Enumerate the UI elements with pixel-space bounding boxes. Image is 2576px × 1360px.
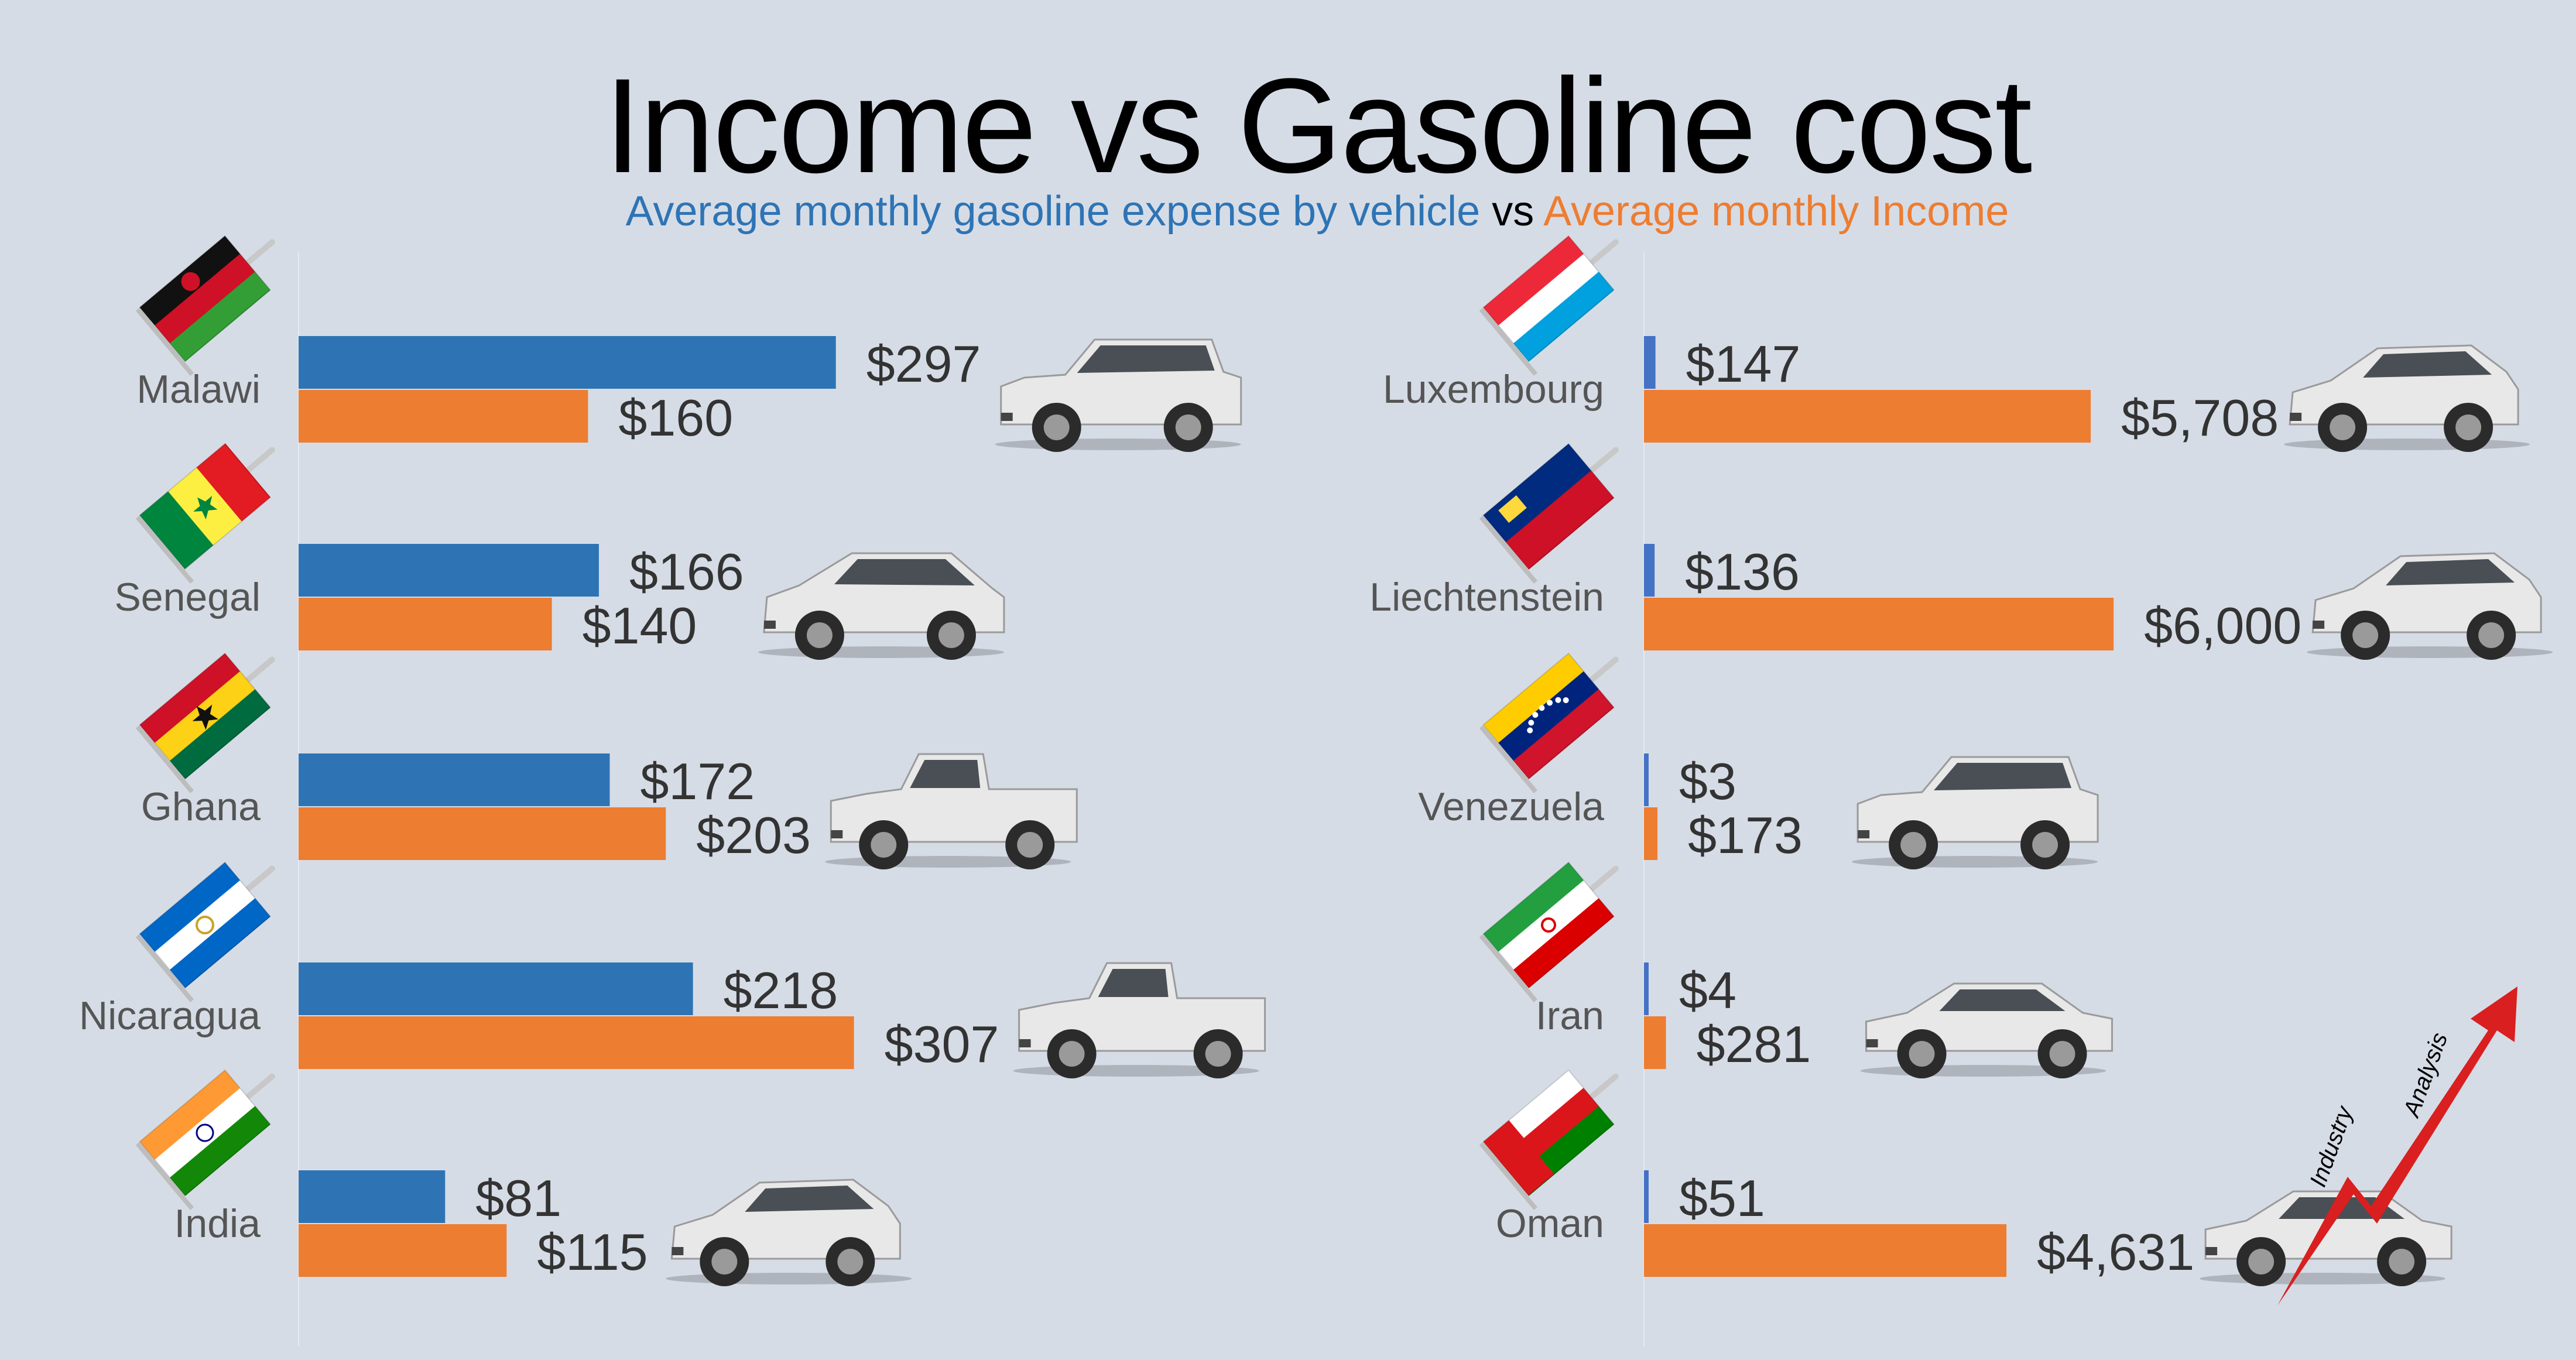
data-label-income: $115 <box>537 1223 648 1281</box>
liechtenstein-flag <box>1479 443 1619 584</box>
flag-pole <box>244 239 275 266</box>
data-label-gasoline: $136 <box>1685 543 1800 601</box>
flag-pole <box>244 447 275 474</box>
category-label: Oman <box>1496 1201 1604 1246</box>
iran-flag <box>1479 861 1619 1002</box>
bar-income <box>299 598 552 650</box>
flag-pole <box>244 656 275 683</box>
bar-gasoline <box>1644 544 1655 597</box>
flag-pole <box>1588 239 1619 266</box>
flag-pole <box>1588 447 1619 474</box>
vehicle-hatchback <box>2284 344 2530 452</box>
bar-income <box>1644 807 1658 860</box>
data-label-income: $203 <box>696 806 811 864</box>
senegal-flag <box>135 443 275 584</box>
data-label-gasoline: $147 <box>1686 335 1801 393</box>
data-label-gasoline: $51 <box>1679 1169 1765 1227</box>
category-label: Ghana <box>141 785 261 829</box>
flag-pole <box>1588 1073 1619 1100</box>
subtitle-gasoline: Average monthly gasoline expense by vehi… <box>625 188 1481 235</box>
category-label: India <box>174 1201 261 1246</box>
data-label-income: $6,000 <box>2144 597 2301 655</box>
category-label: Iran <box>1536 994 1604 1038</box>
vehicle-sedan <box>1860 982 2113 1078</box>
india-flag <box>135 1069 275 1210</box>
vehicle-sedan <box>2200 1190 2452 1286</box>
luxembourg-flag <box>1479 235 1619 376</box>
bar-gasoline <box>299 962 693 1015</box>
flag-pole <box>244 1073 275 1100</box>
data-label-income: $173 <box>1688 806 1803 864</box>
data-label-income: $140 <box>583 597 697 655</box>
bar-income <box>299 1016 854 1069</box>
data-label-income: $4,631 <box>2037 1223 2194 1281</box>
chart-title: Income vs Gasoline cost <box>604 50 2033 201</box>
vehicle-crossover <box>758 552 1005 660</box>
flag-pole <box>1588 656 1619 683</box>
brand-word-industry: Industry <box>2305 1102 2358 1191</box>
subtitle-vs: vs <box>1492 188 1534 235</box>
category-label: Malawi <box>136 367 261 412</box>
bar-income <box>299 807 666 860</box>
bar-income <box>299 1224 507 1277</box>
data-label-gasoline: $4 <box>1679 961 1736 1019</box>
data-label-gasoline: $81 <box>475 1169 561 1227</box>
malawi-flag <box>135 235 275 376</box>
bar-gasoline <box>299 753 610 806</box>
data-label-gasoline: $172 <box>640 752 755 810</box>
vehicle-suv <box>995 338 1242 452</box>
data-label-gasoline: $297 <box>866 335 981 393</box>
flag-pole <box>244 865 275 892</box>
bar-gasoline <box>1644 336 1656 389</box>
ghana-flag <box>135 652 275 793</box>
bar-gasoline <box>299 544 599 597</box>
bar-income <box>1644 1224 2007 1277</box>
bar-gasoline <box>1644 753 1649 806</box>
bar-income <box>299 390 588 443</box>
data-label-income: $5,708 <box>2121 389 2279 447</box>
data-label-gasoline: $3 <box>1679 752 1736 810</box>
venezuela-flag <box>1479 652 1619 793</box>
category-label: Nicaragua <box>79 994 261 1038</box>
vehicle-hatchback <box>2307 552 2553 660</box>
bar-gasoline <box>299 336 836 389</box>
data-label-gasoline: $218 <box>724 961 838 1019</box>
vehicle-pickup-truck <box>1013 962 1266 1078</box>
category-label: Senegal <box>114 575 261 619</box>
category-label: Venezuela <box>1418 785 1604 829</box>
data-label-income: $281 <box>1697 1015 1811 1073</box>
nicaragua-flag <box>135 861 275 1002</box>
data-label-income: $307 <box>885 1015 999 1073</box>
oman-flag <box>1479 1069 1619 1210</box>
vehicle-suv <box>1852 756 2099 869</box>
bar-gasoline <box>1644 962 1649 1015</box>
bar-income <box>1644 598 2114 650</box>
vehicle-pickup-truck <box>825 753 1078 869</box>
category-label: Luxembourg <box>1383 367 1604 412</box>
data-label-gasoline: $166 <box>629 543 744 601</box>
chart-subtitle: Average monthly gasoline expense by vehi… <box>0 190 2576 232</box>
bar-income <box>1644 390 2091 443</box>
subtitle-income: Average monthly Income <box>1543 188 2009 235</box>
bar-gasoline <box>1644 1170 1649 1223</box>
data-label-income: $160 <box>618 389 733 447</box>
bar-income <box>1644 1016 1666 1069</box>
bar-gasoline <box>299 1170 446 1223</box>
category-label: Liechtenstein <box>1369 575 1604 619</box>
vehicle-hatchback <box>666 1179 912 1286</box>
flag-pole <box>1588 865 1619 892</box>
